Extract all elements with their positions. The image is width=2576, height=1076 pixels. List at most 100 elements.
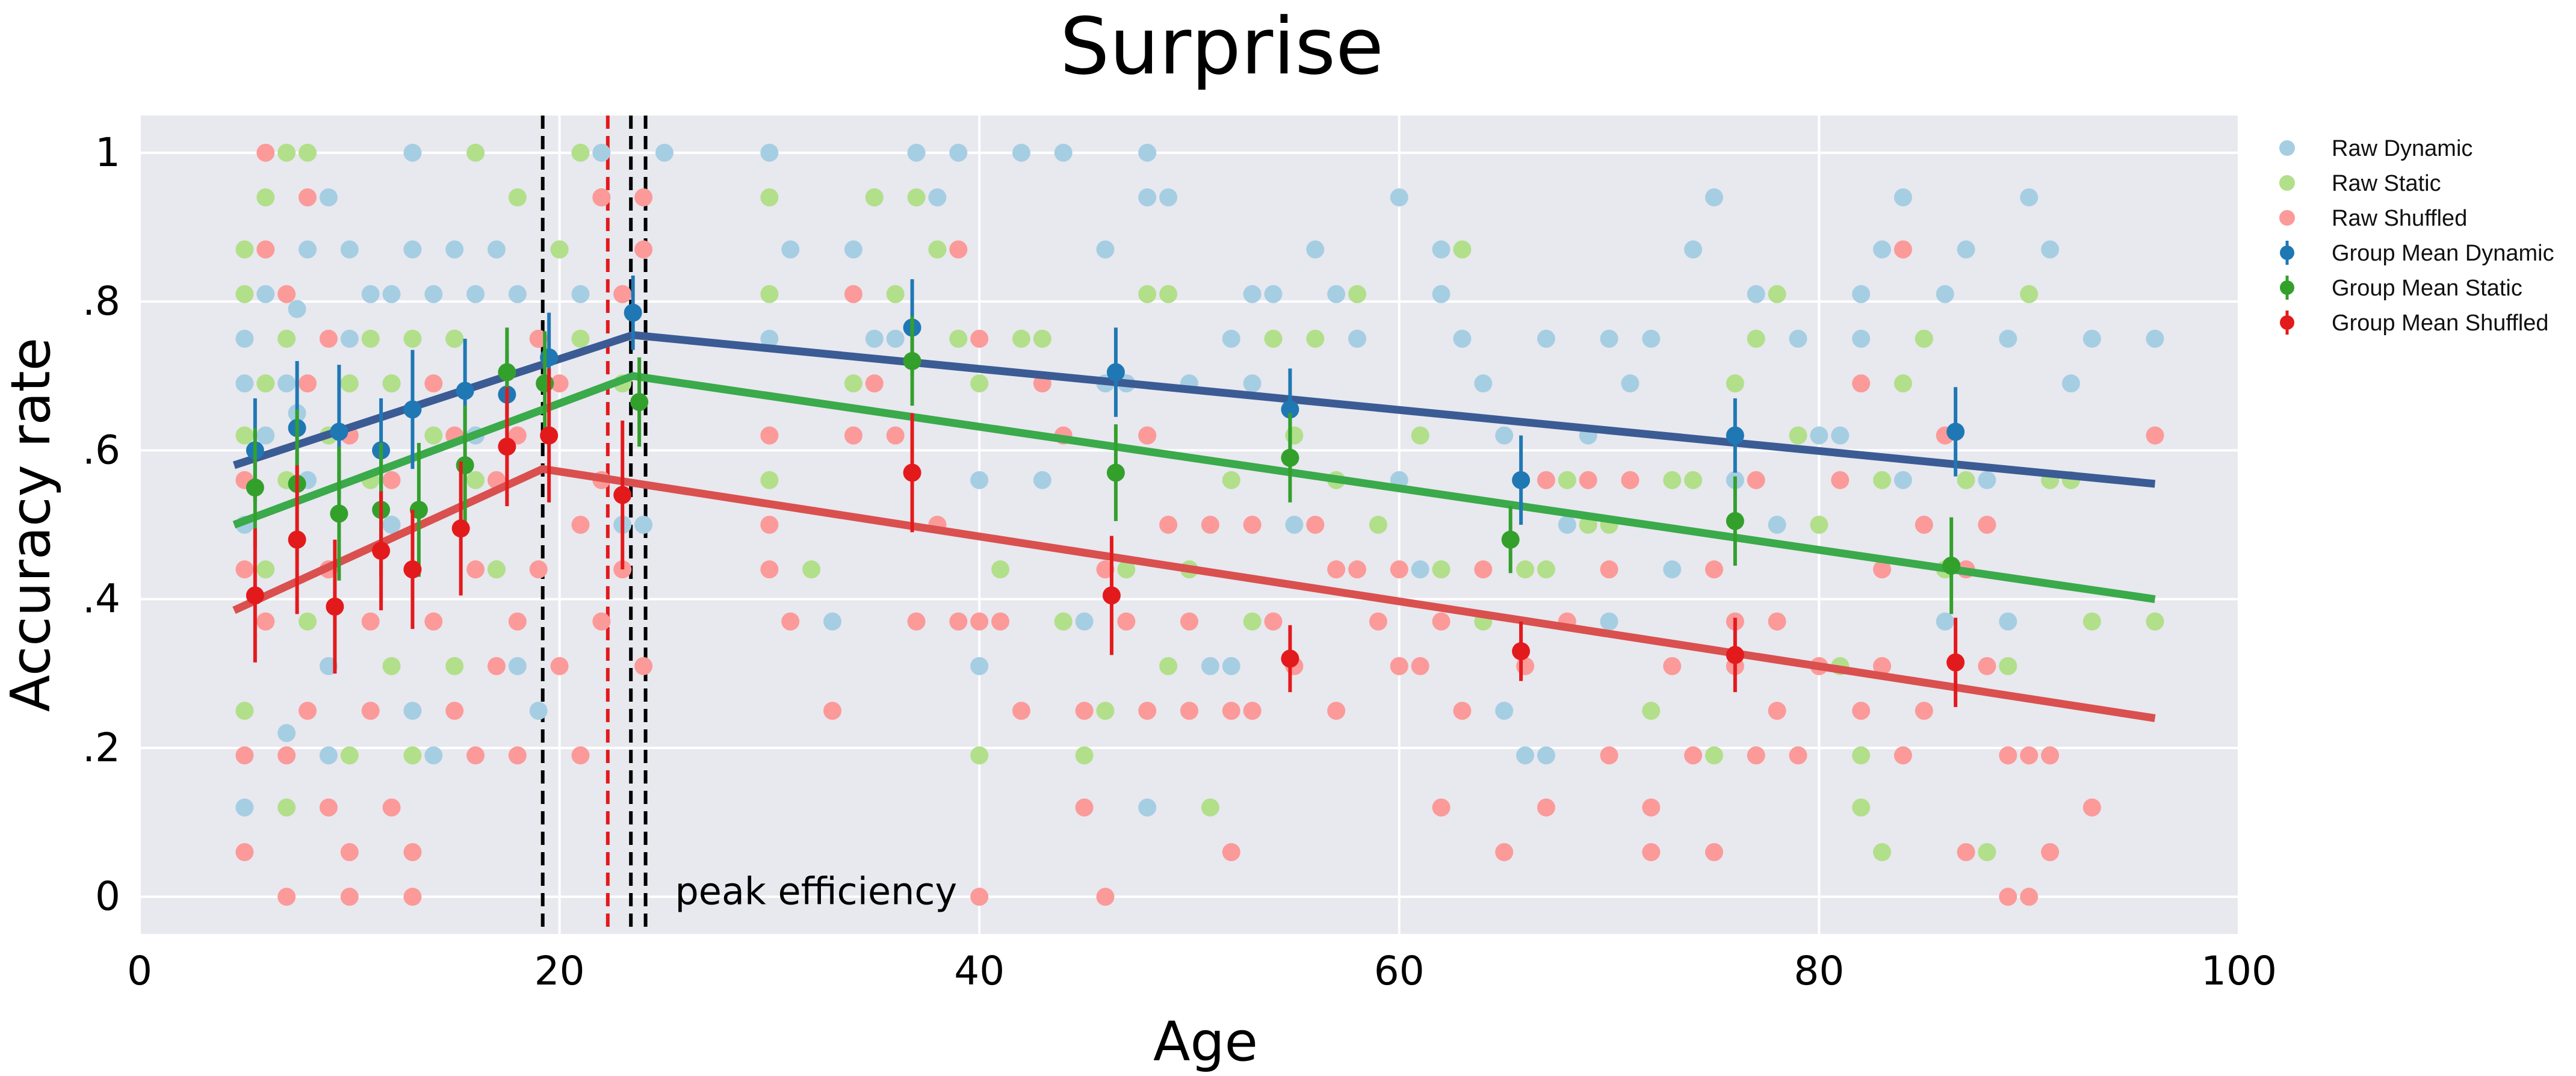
raw-point xyxy=(340,374,359,393)
raw-point xyxy=(970,657,989,675)
raw-point xyxy=(592,188,611,206)
raw-point xyxy=(1537,798,1555,817)
raw-point xyxy=(1915,329,1933,348)
raw-point xyxy=(655,143,673,162)
group-mean-point xyxy=(246,478,264,497)
raw-point xyxy=(277,285,296,303)
raw-point xyxy=(1893,471,1912,489)
raw-point xyxy=(1768,702,1786,720)
raw-point xyxy=(1747,746,1765,765)
raw-point xyxy=(1663,560,1682,579)
group-mean-point xyxy=(1102,586,1121,605)
raw-point xyxy=(1327,560,1346,579)
raw-point xyxy=(1180,702,1198,720)
raw-point xyxy=(1348,560,1367,579)
raw-point xyxy=(1537,560,1555,579)
raw-point xyxy=(1873,240,1892,259)
group-mean-point xyxy=(246,586,264,605)
raw-point xyxy=(1306,329,1325,348)
group-mean-point xyxy=(330,504,348,523)
raw-point xyxy=(1411,657,1429,675)
raw-point xyxy=(299,702,317,720)
raw-point xyxy=(1768,516,1786,534)
raw-point xyxy=(2082,798,2101,817)
raw-point xyxy=(1306,516,1325,534)
raw-point xyxy=(1054,612,1073,631)
raw-point xyxy=(340,329,359,348)
raw-point xyxy=(991,560,1010,579)
raw-point xyxy=(466,746,485,765)
raw-point xyxy=(1327,285,1346,303)
raw-point xyxy=(403,843,422,861)
raw-point xyxy=(508,188,527,206)
raw-point xyxy=(1558,516,1576,534)
raw-point xyxy=(382,285,401,303)
raw-point xyxy=(529,702,548,720)
raw-point xyxy=(403,329,422,348)
x-tick-label: 0 xyxy=(127,948,152,994)
raw-point xyxy=(1978,516,1996,534)
raw-point xyxy=(403,702,422,720)
raw-point xyxy=(970,471,989,489)
raw-point xyxy=(288,300,306,318)
raw-point xyxy=(424,285,443,303)
raw-point xyxy=(1999,657,2017,675)
raw-point xyxy=(424,612,443,631)
legend-label: Raw Shuffled xyxy=(2332,206,2467,231)
raw-point xyxy=(1621,471,1639,489)
raw-points xyxy=(235,143,2164,906)
legend-label: Raw Dynamic xyxy=(2332,136,2472,161)
raw-point xyxy=(949,329,968,348)
raw-point xyxy=(466,560,485,579)
raw-point xyxy=(1999,612,2017,631)
group-mean-point xyxy=(403,400,422,419)
raw-point xyxy=(1117,560,1136,579)
raw-point xyxy=(1558,471,1576,489)
raw-point xyxy=(299,188,317,206)
raw-point xyxy=(1705,560,1723,579)
raw-point xyxy=(340,843,359,861)
raw-point xyxy=(928,240,947,259)
legend-label: Raw Static xyxy=(2332,171,2441,196)
raw-point xyxy=(1831,471,1850,489)
raw-point xyxy=(235,843,254,861)
legend-marker xyxy=(2279,210,2295,226)
raw-point xyxy=(508,746,527,765)
raw-point xyxy=(1117,612,1136,631)
raw-point xyxy=(319,188,338,206)
raw-point xyxy=(1222,329,1240,348)
raw-point xyxy=(1453,240,1472,259)
raw-point xyxy=(256,612,275,631)
raw-point xyxy=(1495,426,1514,445)
y-tick-label: .6 xyxy=(82,427,120,473)
raw-point xyxy=(1516,746,1535,765)
raw-point xyxy=(299,240,317,259)
group-mean-point xyxy=(451,519,470,538)
raw-point xyxy=(361,612,380,631)
raw-point xyxy=(1978,471,1996,489)
raw-point xyxy=(1600,329,1618,348)
legend-marker xyxy=(2280,246,2294,260)
raw-point xyxy=(2020,888,2039,906)
raw-point xyxy=(2041,746,2060,765)
raw-point xyxy=(1411,426,1429,445)
raw-point xyxy=(634,516,653,534)
raw-point xyxy=(970,329,989,348)
group-mean-point xyxy=(1726,512,1744,530)
raw-point xyxy=(403,746,422,765)
raw-point xyxy=(865,188,884,206)
raw-point xyxy=(1768,612,1786,631)
raw-point xyxy=(1579,471,1597,489)
raw-point xyxy=(781,612,800,631)
group-mean-point xyxy=(1106,463,1125,482)
raw-point xyxy=(1243,702,1262,720)
raw-point xyxy=(1957,471,1975,489)
raw-point xyxy=(949,143,968,162)
raw-point xyxy=(2082,329,2101,348)
raw-point xyxy=(361,285,380,303)
raw-point xyxy=(1159,516,1178,534)
raw-point xyxy=(1663,471,1682,489)
raw-point xyxy=(571,285,590,303)
raw-point xyxy=(1327,702,1346,720)
raw-point xyxy=(1810,516,1828,534)
